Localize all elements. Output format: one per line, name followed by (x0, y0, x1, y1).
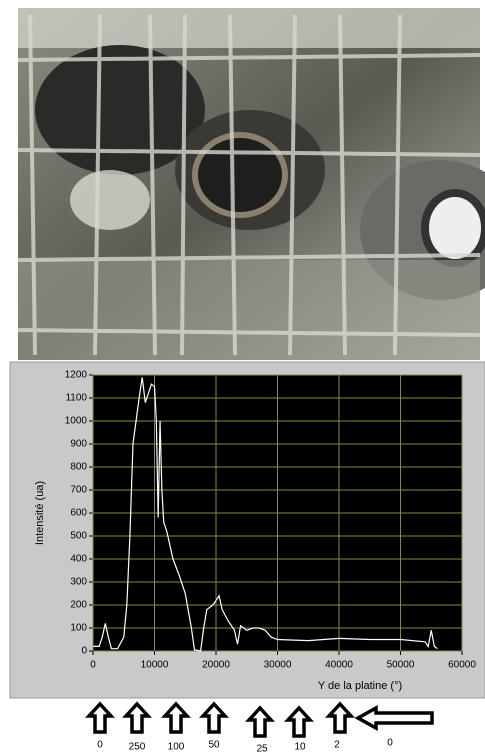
y-axis-label: Intensité (ua) (34, 481, 46, 545)
attenuation-label: 50 (208, 740, 220, 751)
x-tick-label: 20000 (202, 660, 230, 671)
y-tick-label: 1200 (65, 370, 88, 381)
attenuation-label: 250 (129, 742, 146, 753)
attenuation-label: 100 (168, 742, 185, 753)
x-tick-label: 0 (90, 660, 96, 671)
camera-photo (17, 8, 485, 360)
y-tick-label: 300 (70, 577, 87, 588)
y-tick-label: 1100 (65, 393, 87, 404)
x-axis-label: Y de la platine (°) (318, 680, 402, 692)
arrows (85, 701, 434, 738)
y-tick-label: 700 (70, 485, 87, 496)
y-tick-label: 0 (81, 646, 87, 657)
chart: 0 100 200 300 400 500 600 700 800 900 1000 1100 1200… (65, 370, 477, 671)
y-tick-label: 800 (70, 462, 87, 473)
x-tick-label: 30000 (264, 660, 292, 671)
y-tick-label: 100 (70, 623, 87, 634)
x-tick-label: 50000 (387, 660, 415, 671)
y-tick-label: 600 (70, 508, 87, 519)
x-tick-label: 60000 (448, 660, 476, 671)
y-tick-label: 900 (70, 439, 87, 450)
data-line (93, 377, 438, 652)
x-tick-label: 40000 (325, 660, 353, 671)
attenuation-labels: 0 250 100 50 25 10 2 0 (97, 738, 393, 755)
y-tick-label: 1000 (65, 416, 88, 427)
y-tick-label: 400 (70, 554, 87, 565)
attenuation-label: 0 (97, 740, 103, 751)
y-tick-label: 500 (70, 531, 87, 542)
x-tick-label: 10000 (141, 660, 169, 671)
y-tick-label: 200 (70, 600, 87, 611)
attenuation-label: 25 (256, 744, 268, 755)
attenuation-label: 2 (334, 740, 340, 751)
attenuation-label: 0 (387, 738, 393, 749)
attenuation-label: 10 (294, 742, 306, 753)
